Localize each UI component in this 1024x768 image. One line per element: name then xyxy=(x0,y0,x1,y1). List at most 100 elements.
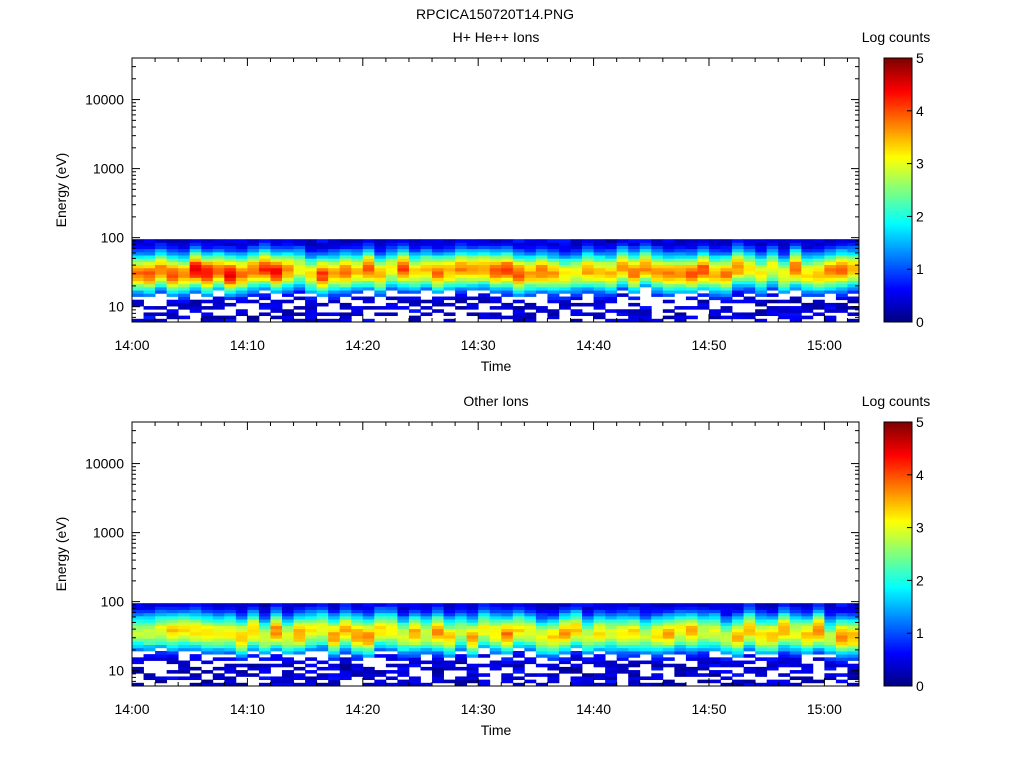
heatmap-cell xyxy=(835,258,848,262)
heatmap-cell xyxy=(674,625,687,630)
heatmap-cell xyxy=(258,638,271,642)
heatmap-cell xyxy=(397,622,410,626)
heatmap-cell xyxy=(351,606,364,610)
heatmap-cell xyxy=(489,290,502,294)
heatmap-cell xyxy=(466,267,479,272)
heatmap-cell xyxy=(293,258,306,262)
colorbar-segment xyxy=(884,313,912,316)
colorbar-segment xyxy=(884,282,912,286)
colorbar-segment xyxy=(884,516,912,520)
colorbar-segment xyxy=(884,525,912,529)
heatmap-cell xyxy=(616,625,629,630)
heatmap-cell xyxy=(212,628,225,633)
heatmap-cell xyxy=(755,299,768,304)
heatmap-cell xyxy=(258,248,271,253)
heatmap-cell xyxy=(270,631,283,636)
heatmap-cell xyxy=(132,239,144,243)
heatmap-cell xyxy=(651,650,664,655)
heatmap-cell xyxy=(616,258,629,262)
heatmap-cell xyxy=(178,293,191,297)
heatmap-cell xyxy=(385,251,398,256)
heatmap-cell xyxy=(766,679,779,684)
heatmap-cell xyxy=(835,635,848,639)
heatmap-cell xyxy=(662,283,675,288)
heatmap-cell xyxy=(812,245,825,250)
heatmap-cell xyxy=(247,638,260,642)
heatmap-cell xyxy=(385,615,398,620)
heatmap-cell xyxy=(397,654,410,658)
heatmap-cell xyxy=(316,647,329,652)
heatmap-cell xyxy=(466,663,479,668)
colorbar-segment xyxy=(884,300,912,303)
heatmap-cell xyxy=(732,644,744,649)
heatmap-cell xyxy=(812,248,825,253)
heatmap-cell xyxy=(501,271,514,275)
heatmap-cell xyxy=(201,306,214,310)
heatmap-cell xyxy=(258,666,271,671)
heatmap-cell xyxy=(408,644,421,649)
heatmap-cell xyxy=(743,622,756,626)
heatmap-cell xyxy=(270,251,283,256)
x-tick-label: 14:30 xyxy=(461,701,496,717)
heatmap-cell xyxy=(674,248,687,253)
heatmap-cell xyxy=(455,251,468,256)
heatmap-cell xyxy=(685,283,698,288)
heatmap-cell xyxy=(558,628,571,633)
heatmap-cell xyxy=(720,261,733,266)
heatmap-cell xyxy=(743,258,756,262)
heatmap-cell xyxy=(155,619,168,623)
heatmap-cell xyxy=(778,277,791,281)
heatmap-cell xyxy=(755,258,768,262)
heatmap-cell xyxy=(708,315,721,320)
heatmap-cell xyxy=(512,619,525,623)
heatmap-cell xyxy=(593,245,606,250)
heatmap-cell xyxy=(789,606,802,610)
heatmap-cell xyxy=(639,312,652,317)
heatmap-cell xyxy=(628,255,641,259)
heatmap-cell xyxy=(639,644,652,649)
heatmap-cell xyxy=(697,612,710,617)
heatmap-cell xyxy=(305,306,318,310)
heatmap-cell xyxy=(616,657,629,661)
heatmap-cell xyxy=(489,280,502,285)
heatmap-cell xyxy=(397,609,410,614)
heatmap-cell xyxy=(824,280,837,285)
heatmap-cell xyxy=(639,258,652,262)
heatmap-cell xyxy=(420,274,433,278)
heatmap-cell xyxy=(143,264,156,269)
heatmap-cell xyxy=(812,603,825,607)
heatmap-cell xyxy=(155,245,168,250)
heatmap-cell xyxy=(397,267,410,272)
heatmap-cell xyxy=(582,644,594,649)
heatmap-cell xyxy=(432,309,444,313)
heatmap-cell xyxy=(351,277,364,281)
heatmap-cell xyxy=(282,682,294,687)
heatmap-cell xyxy=(708,631,721,636)
heatmap-cell xyxy=(212,296,225,301)
heatmap-cell xyxy=(212,647,225,652)
heatmap-cell xyxy=(628,274,641,278)
heatmap-cell xyxy=(847,657,860,661)
heatmap-cell xyxy=(558,635,571,639)
heatmap-cell xyxy=(258,274,271,278)
heatmap-cell xyxy=(732,245,744,250)
heatmap-cell xyxy=(166,609,179,614)
heatmap-cell xyxy=(524,625,537,630)
heatmap-cell xyxy=(824,258,837,262)
heatmap-cell xyxy=(835,255,848,259)
heatmap-cell xyxy=(824,239,837,243)
heatmap-cell xyxy=(801,267,814,272)
heatmap-cell xyxy=(189,644,202,649)
y-tick-label: 10000 xyxy=(85,92,124,108)
colorbar-segment xyxy=(884,64,912,68)
heatmap-cell xyxy=(732,242,744,246)
heatmap-cell xyxy=(732,673,744,677)
heatmap-cell xyxy=(593,676,606,681)
heatmap-cell xyxy=(155,267,168,272)
heatmap-cell xyxy=(443,242,456,246)
heatmap-cell xyxy=(789,641,802,645)
colorbar-segment xyxy=(884,146,912,149)
heatmap-cell xyxy=(478,280,491,285)
colorbar-segment xyxy=(884,536,912,540)
heatmap-cell xyxy=(189,274,202,278)
